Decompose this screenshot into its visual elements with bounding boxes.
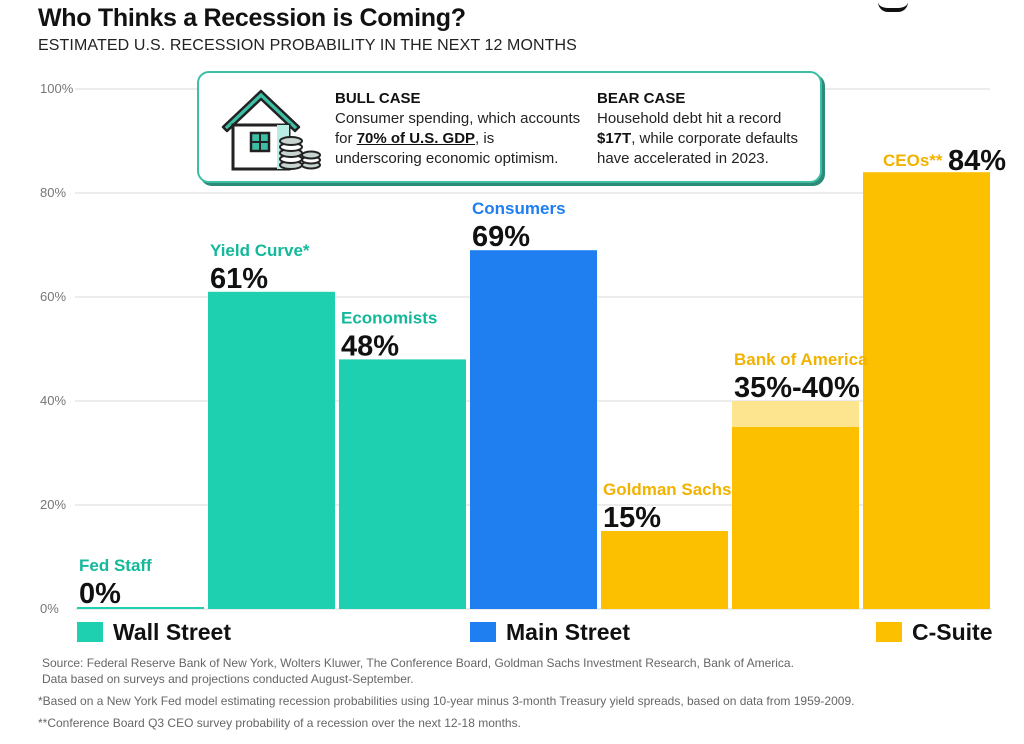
value-label: 69% — [472, 221, 530, 253]
value-label: 15% — [603, 502, 661, 534]
bear-case-text: Household debt hit a record $17T, while … — [597, 110, 798, 167]
category-label: Bank of America — [734, 350, 868, 369]
bar-chart: 0% 20% 40% 60% 80% 100% 0% Fed Staff 61% Yield C… — [40, 81, 1006, 616]
bar — [339, 359, 466, 609]
y-tick-label: 60% — [40, 289, 66, 304]
category-label: CEOs** — [883, 151, 943, 170]
bear-case-title: BEAR CASE — [597, 90, 686, 107]
bar — [863, 172, 990, 609]
legend-label-wall-street: Wall Street — [113, 618, 232, 645]
legend-label-main-street: Main Street — [506, 618, 630, 645]
bar-range — [732, 401, 859, 427]
bear-case-highlight: $17T — [597, 130, 632, 147]
footnote-ceos: **Conference Board Q3 CEO survey probabi… — [38, 716, 521, 730]
y-tick-label: 40% — [40, 393, 66, 408]
bar — [601, 531, 728, 609]
category-label: Yield Curve* — [210, 241, 310, 260]
y-tick-label: 100% — [40, 81, 74, 96]
bull-case-text: Consumer spending, which accounts for 70… — [335, 110, 581, 167]
bull-case: BULL CASE Consumer spending, which accou… — [335, 89, 585, 169]
bull-bear-callout: BULL CASE Consumer spending, which accou… — [197, 71, 822, 183]
bull-case-title: BULL CASE — [335, 90, 421, 107]
bar — [208, 291, 335, 609]
legend-label-c-suite: C-Suite — [912, 618, 993, 645]
value-label: 0% — [79, 578, 121, 610]
bar-labels: 0% Fed Staff 61% Yield Curve* 48% Economists 6… — [79, 145, 1006, 610]
corner-decoration — [878, 0, 908, 12]
chart-subtitle: ESTIMATED U.S. RECESSION PROBABILITY IN … — [38, 37, 577, 54]
legend-item-c-suite: C-Suite — [876, 618, 993, 646]
bear-case: BEAR CASE Household debt hit a record $1… — [597, 89, 822, 169]
y-tick-label: 80% — [40, 185, 66, 200]
category-label: Goldman Sachs — [603, 480, 731, 499]
legend-swatch-c-suite — [876, 622, 902, 642]
bar — [470, 250, 597, 609]
category-label: Consumers — [472, 199, 566, 218]
chart-title: Who Thinks a Recession is Coming? — [38, 4, 466, 32]
value-label: 48% — [341, 330, 399, 362]
source-note: Source: Federal Reserve Bank of New York… — [42, 656, 794, 686]
bar — [732, 427, 859, 609]
value-label: 61% — [210, 263, 268, 295]
category-label: Fed Staff — [79, 556, 152, 575]
footnote-yield-curve: *Based on a New York Fed model estimatin… — [38, 694, 855, 708]
legend-swatch-wall-street — [77, 622, 103, 642]
y-tick-label: 0% — [40, 601, 59, 616]
y-tick-label: 20% — [40, 497, 66, 512]
bars — [77, 172, 990, 609]
y-axis-ticks: 0% 20% 40% 60% 80% 100% — [40, 81, 74, 616]
house-with-coins-icon — [221, 89, 321, 171]
legend-item-main-street: Main Street — [470, 618, 630, 646]
bar — [77, 607, 204, 609]
legend-swatch-main-street — [470, 622, 496, 642]
value-label: 35%-40% — [734, 372, 860, 404]
bull-case-highlight: 70% of U.S. GDP — [356, 130, 476, 147]
category-label: Economists — [341, 308, 437, 327]
legend-item-wall-street: Wall Street — [77, 618, 231, 646]
value-label: 84% — [948, 145, 1006, 177]
